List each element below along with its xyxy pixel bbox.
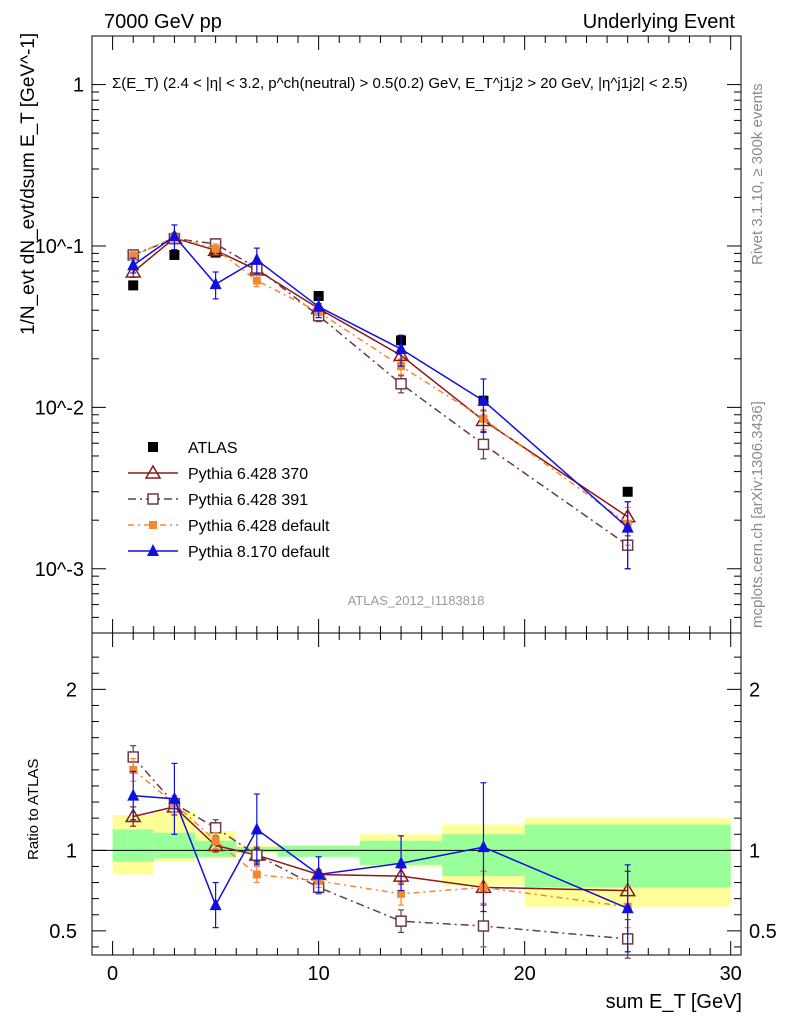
x-tick-label: 20 xyxy=(514,963,536,985)
series-line xyxy=(132,235,629,529)
ratio-tick-label-right: 1 xyxy=(749,840,760,862)
data-point xyxy=(250,822,263,835)
data-point xyxy=(395,856,408,869)
legend-marker xyxy=(148,442,158,452)
data-point xyxy=(395,341,408,354)
band-inner xyxy=(153,832,196,859)
data-point xyxy=(477,920,490,932)
series-line xyxy=(132,237,629,546)
data-point xyxy=(209,822,222,834)
data-point xyxy=(477,438,490,451)
ratio-tick-label: 2 xyxy=(66,679,77,701)
mcplots-note: mcplots.cern.ch [arXiv:1306.3436] xyxy=(749,401,766,628)
data-point xyxy=(128,280,139,291)
legend-marker xyxy=(147,544,159,556)
legend-marker xyxy=(147,493,159,505)
data-point xyxy=(397,889,406,898)
series-line xyxy=(133,794,628,910)
data-point xyxy=(124,263,142,278)
data-point xyxy=(252,870,261,879)
ratio-ylabel: Ratio to ATLAS xyxy=(25,759,42,860)
legend-label: Pythia 6.428 370 xyxy=(188,466,308,483)
ratio-plot-frame xyxy=(91,632,742,956)
y-tick-label: 10^-3 xyxy=(35,559,84,581)
y-tick-label: 10^-1 xyxy=(35,236,84,258)
data-point xyxy=(127,788,140,801)
header-left: 7000 GeV pp xyxy=(104,11,222,33)
data-point xyxy=(477,840,490,853)
header-right: Underlying Event xyxy=(583,11,736,33)
data-point xyxy=(312,299,325,312)
y-tick-label: 10^-2 xyxy=(35,397,84,419)
x-tick-label: 10 xyxy=(308,963,330,985)
data-point xyxy=(622,486,633,497)
x-tick-label: 0 xyxy=(107,963,118,985)
ratio-tick-label-right: 0.5 xyxy=(749,921,777,943)
data-point xyxy=(209,277,222,290)
chart-title: Σ(E_T) (2.4 < |η| < 3.2, p^ch(neutral) >… xyxy=(112,75,688,92)
data-point xyxy=(312,867,325,880)
ratio-tick-label-right: 2 xyxy=(749,679,760,701)
data-point xyxy=(477,393,490,406)
legend-label: Pythia 6.428 default xyxy=(188,518,330,535)
data-point xyxy=(124,808,142,823)
x-tick-label: 30 xyxy=(720,963,742,985)
data-point xyxy=(209,898,222,911)
data-point xyxy=(313,290,324,301)
watermark: ATLAS_2012_I1183818 xyxy=(348,593,485,608)
data-point xyxy=(252,276,261,285)
band-inner xyxy=(277,845,360,857)
data-point xyxy=(127,258,140,271)
series-pythia-8-170-default xyxy=(127,224,634,570)
legend-marker xyxy=(149,521,157,529)
legend-label: Pythia 8.170 default xyxy=(188,544,330,561)
data-point xyxy=(211,836,220,845)
data-point xyxy=(129,765,138,774)
legend-marker xyxy=(144,464,162,479)
series-line xyxy=(133,806,628,892)
data-point xyxy=(395,915,407,927)
legend-label: ATLAS xyxy=(188,440,238,457)
band-inner xyxy=(112,829,154,862)
legend-label: Pythia 6.428 391 xyxy=(188,492,308,509)
data-point xyxy=(395,378,407,390)
series-pythia-6-428-370 xyxy=(124,229,636,537)
data-point xyxy=(211,244,220,253)
data-point xyxy=(129,251,138,260)
series-line xyxy=(132,236,629,525)
rivet-note: Rivet 3.1.10, ≥ 300k events xyxy=(749,83,766,265)
y-tick-label: 1 xyxy=(73,75,84,97)
top-ylabel: 1/N_evt dN_evt/dsum E_T [GeV^-1] xyxy=(18,33,39,335)
data-point xyxy=(168,791,181,804)
series-pythia-8-170-default xyxy=(127,762,634,953)
ratio-tick-label: 0.5 xyxy=(49,921,77,943)
data-point xyxy=(168,229,181,242)
data-point xyxy=(621,520,634,533)
data-point xyxy=(621,901,634,914)
xlabel: sum E_T [GeV] xyxy=(606,991,742,1013)
series-line xyxy=(132,769,628,908)
data-point xyxy=(250,252,263,265)
series-atlas xyxy=(128,247,633,497)
data-point xyxy=(169,249,180,260)
ratio-tick-label: 1 xyxy=(66,840,77,862)
